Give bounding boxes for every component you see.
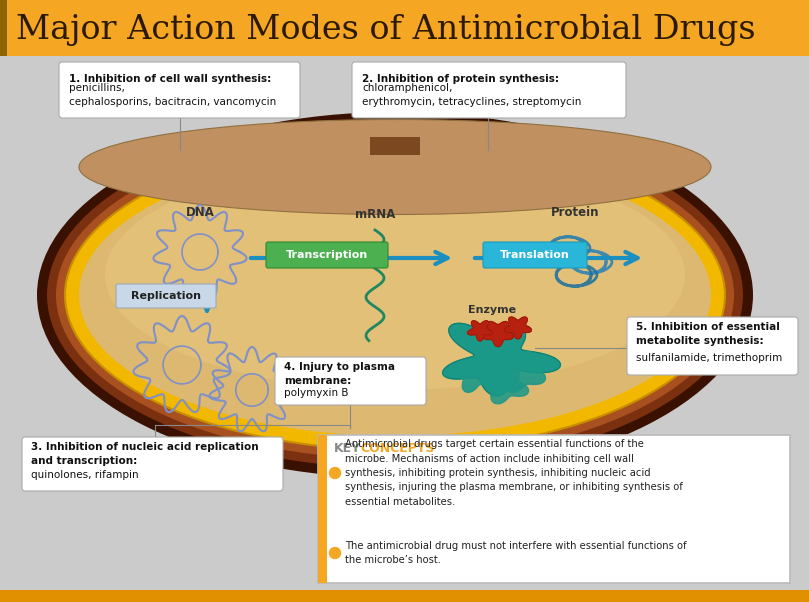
Circle shape bbox=[329, 468, 341, 479]
Bar bbox=[0, 590, 809, 602]
FancyBboxPatch shape bbox=[352, 62, 626, 118]
Ellipse shape bbox=[79, 120, 711, 214]
Text: mRNA: mRNA bbox=[355, 208, 395, 222]
Text: Replication: Replication bbox=[131, 291, 201, 301]
Bar bbox=[370, 137, 420, 155]
FancyBboxPatch shape bbox=[627, 317, 798, 375]
Ellipse shape bbox=[37, 112, 753, 478]
Ellipse shape bbox=[56, 131, 734, 459]
Text: CONCEPTS: CONCEPTS bbox=[360, 442, 434, 456]
Bar bbox=[318, 435, 327, 583]
Text: The antimicrobial drug must not interfere with essential functions of
the microb: The antimicrobial drug must not interfer… bbox=[345, 541, 687, 565]
Ellipse shape bbox=[79, 154, 711, 436]
Text: Protein: Protein bbox=[551, 206, 599, 220]
Polygon shape bbox=[494, 352, 545, 393]
Polygon shape bbox=[443, 323, 561, 396]
Text: 2. Inhibition of protein synthesis:: 2. Inhibition of protein synthesis: bbox=[362, 74, 559, 84]
Text: Enzyme: Enzyme bbox=[468, 305, 516, 315]
FancyBboxPatch shape bbox=[266, 242, 388, 268]
Polygon shape bbox=[481, 366, 528, 404]
Ellipse shape bbox=[65, 140, 725, 450]
Text: sulfanilamide, trimethoprim: sulfanilamide, trimethoprim bbox=[636, 353, 782, 363]
Text: Antimicrobial drugs target certain essential functions of the
microbe. Mechanism: Antimicrobial drugs target certain essen… bbox=[345, 439, 683, 507]
Text: 4. Injury to plasma
membrane:: 4. Injury to plasma membrane: bbox=[284, 362, 395, 386]
Text: DNA: DNA bbox=[185, 206, 214, 220]
FancyBboxPatch shape bbox=[22, 437, 283, 491]
Polygon shape bbox=[483, 321, 514, 347]
Bar bbox=[0, 0, 7, 56]
Text: Major Action Modes of Antimicrobial Drugs: Major Action Modes of Antimicrobial Drug… bbox=[16, 14, 756, 46]
Text: Translation: Translation bbox=[500, 250, 570, 260]
Text: chloramphenicol,
erythromycin, tetracyclines, streptomycin: chloramphenicol, erythromycin, tetracycl… bbox=[362, 84, 582, 107]
Text: polymyxin B: polymyxin B bbox=[284, 388, 349, 398]
Text: penicillins,
cephalosporins, bacitracin, vancomycin: penicillins, cephalosporins, bacitracin,… bbox=[69, 84, 276, 107]
Text: 1. Inhibition of cell wall synthesis:: 1. Inhibition of cell wall synthesis: bbox=[69, 74, 271, 84]
Bar bbox=[0, 0, 809, 56]
Text: 3. Inhibition of nucleic acid replication
and transcription:: 3. Inhibition of nucleic acid replicatio… bbox=[31, 442, 259, 465]
Text: KEY: KEY bbox=[334, 442, 361, 456]
FancyBboxPatch shape bbox=[483, 242, 587, 268]
FancyBboxPatch shape bbox=[275, 357, 426, 405]
Ellipse shape bbox=[47, 122, 743, 468]
Polygon shape bbox=[505, 317, 532, 339]
Ellipse shape bbox=[105, 160, 685, 390]
Text: quinolones, rifampin: quinolones, rifampin bbox=[31, 470, 138, 480]
FancyBboxPatch shape bbox=[116, 284, 216, 308]
Text: Transcription: Transcription bbox=[286, 250, 368, 260]
Bar bbox=[318, 435, 790, 583]
FancyBboxPatch shape bbox=[59, 62, 300, 118]
Circle shape bbox=[329, 547, 341, 559]
Text: 5. Inhibition of essential
metabolite synthesis:: 5. Inhibition of essential metabolite sy… bbox=[636, 323, 780, 346]
Polygon shape bbox=[453, 358, 497, 393]
Polygon shape bbox=[468, 321, 493, 341]
